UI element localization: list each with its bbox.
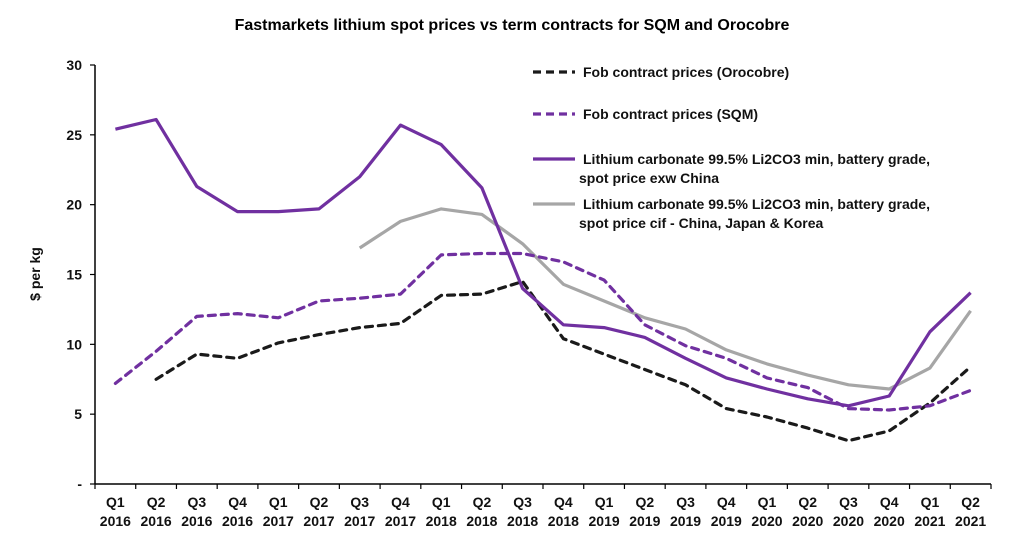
x-tick-label-year: 2019 xyxy=(589,513,620,529)
y-tick-label: 15 xyxy=(66,267,82,283)
x-tick-label-quarter: Q4 xyxy=(880,494,899,510)
x-tick-label: Q4 2018 xyxy=(548,494,579,529)
x-tick-label: Q3 2018 xyxy=(507,494,538,529)
axes: - 5 10 15 20 25 30 Q1 2016 Q2 2016 Q3 2016 Q4 2016 Q1 20… xyxy=(66,57,992,529)
x-tick-label: Q3 2020 xyxy=(833,494,864,529)
x-tick-label: Q4 2019 xyxy=(711,494,742,529)
x-tick-label-year: 2019 xyxy=(670,513,701,529)
x-tick-label: Q1 2016 xyxy=(100,494,131,529)
x-tick-label-year: 2017 xyxy=(385,513,416,529)
x-tick-label-quarter: Q2 xyxy=(961,494,980,510)
series-line-1 xyxy=(113,251,973,412)
x-tick-label: Q2 2019 xyxy=(629,494,660,529)
x-tick-label-year: 2016 xyxy=(141,513,172,529)
y-tick-label: 10 xyxy=(66,336,82,352)
x-tick-label-year: 2018 xyxy=(507,513,538,529)
legend-label-2: Lithium carbonate 99.5% Li2CO3 min, batt… xyxy=(583,151,930,167)
x-tick-label-year: 2016 xyxy=(181,513,212,529)
x-tick-label-year: 2020 xyxy=(792,513,823,529)
x-tick-label-year: 2019 xyxy=(711,513,742,529)
x-tick-label-year: 2016 xyxy=(100,513,131,529)
x-tick-label-year: 2021 xyxy=(955,513,986,529)
x-tick-label-quarter: Q2 xyxy=(635,494,654,510)
x-tick-label-quarter: Q1 xyxy=(595,494,614,510)
legend: Fob contract prices (Orocobre) Fob contra… xyxy=(533,64,930,231)
legend-label-2: spot price exw China xyxy=(579,170,719,186)
series-line-3 xyxy=(358,207,972,391)
x-tick-label-quarter: Q2 xyxy=(147,494,166,510)
x-tick-label-quarter: Q1 xyxy=(921,494,940,510)
x-tick-label: Q3 2017 xyxy=(344,494,375,529)
x-tick-label-quarter: Q1 xyxy=(432,494,451,510)
legend-label-1: Fob contract prices (SQM) xyxy=(583,106,758,122)
y-tick-label: 5 xyxy=(74,406,82,422)
x-tick-label: Q4 2017 xyxy=(385,494,416,529)
x-tick-label-year: 2017 xyxy=(263,513,294,529)
y-tick-label: - xyxy=(77,476,82,492)
x-tick-label: Q3 2016 xyxy=(181,494,212,529)
x-tick-label: Q2 2021 xyxy=(955,494,986,529)
legend-label-0: Fob contract prices (Orocobre) xyxy=(583,64,789,80)
x-tick-label: Q1 2020 xyxy=(751,494,782,529)
x-tick-label: Q2 2016 xyxy=(141,494,172,529)
x-tick-label-quarter: Q4 xyxy=(228,494,247,510)
series-line-0 xyxy=(154,279,973,443)
x-tick-label: Q4 2020 xyxy=(874,494,905,529)
x-tick-label-quarter: Q3 xyxy=(839,494,858,510)
x-tick-label-quarter: Q3 xyxy=(676,494,695,510)
x-tick-label-quarter: Q2 xyxy=(798,494,817,510)
x-tick-label-year: 2021 xyxy=(914,513,945,529)
y-axis-title: $ per kg xyxy=(27,247,43,301)
series-line-2 xyxy=(115,117,972,408)
x-tick-label-quarter: Q3 xyxy=(350,494,369,510)
x-tick-label-year: 2018 xyxy=(548,513,579,529)
x-tick-label: Q2 2017 xyxy=(303,494,334,529)
x-tick-label-year: 2020 xyxy=(874,513,905,529)
y-tick-label: 30 xyxy=(66,57,82,73)
x-tick-label-quarter: Q4 xyxy=(391,494,410,510)
x-tick-label-quarter: Q1 xyxy=(269,494,288,510)
chart-title: Fastmarkets lithium spot prices vs term … xyxy=(235,17,790,34)
legend-label-3: Lithium carbonate 99.5% Li2CO3 min, batt… xyxy=(583,196,930,212)
x-tick-label-year: 2018 xyxy=(466,513,497,529)
x-tick-label-quarter: Q4 xyxy=(717,494,736,510)
x-tick-label: Q4 2016 xyxy=(222,494,253,529)
y-tick-label: 25 xyxy=(66,127,82,143)
x-tick-label-quarter: Q3 xyxy=(513,494,532,510)
legend-label-3: spot price cif - China, Japan & Korea xyxy=(579,215,823,231)
x-tick-label: Q1 2017 xyxy=(263,494,294,529)
x-tick-label-quarter: Q2 xyxy=(310,494,329,510)
x-tick-label: Q2 2020 xyxy=(792,494,823,529)
x-tick-label-quarter: Q1 xyxy=(106,494,125,510)
x-tick-label-quarter: Q3 xyxy=(187,494,206,510)
x-tick-label-year: 2020 xyxy=(751,513,782,529)
x-tick-label-quarter: Q2 xyxy=(473,494,492,510)
x-tick-label-quarter: Q4 xyxy=(554,494,573,510)
x-tick-label-quarter: Q1 xyxy=(758,494,777,510)
x-tick-label-year: 2017 xyxy=(344,513,375,529)
x-tick-label-year: 2018 xyxy=(426,513,457,529)
y-tick-label: 20 xyxy=(66,197,82,213)
x-tick-label: Q1 2018 xyxy=(426,494,457,529)
x-tick-label-year: 2019 xyxy=(629,513,660,529)
x-tick-label: Q3 2019 xyxy=(670,494,701,529)
series-layer xyxy=(113,117,973,443)
x-tick-label: Q2 2018 xyxy=(466,494,497,529)
x-tick-label-year: 2017 xyxy=(303,513,334,529)
x-tick-label: Q1 2021 xyxy=(914,494,945,529)
x-tick-label-year: 2020 xyxy=(833,513,864,529)
x-tick-label-year: 2016 xyxy=(222,513,253,529)
x-tick-label: Q1 2019 xyxy=(589,494,620,529)
